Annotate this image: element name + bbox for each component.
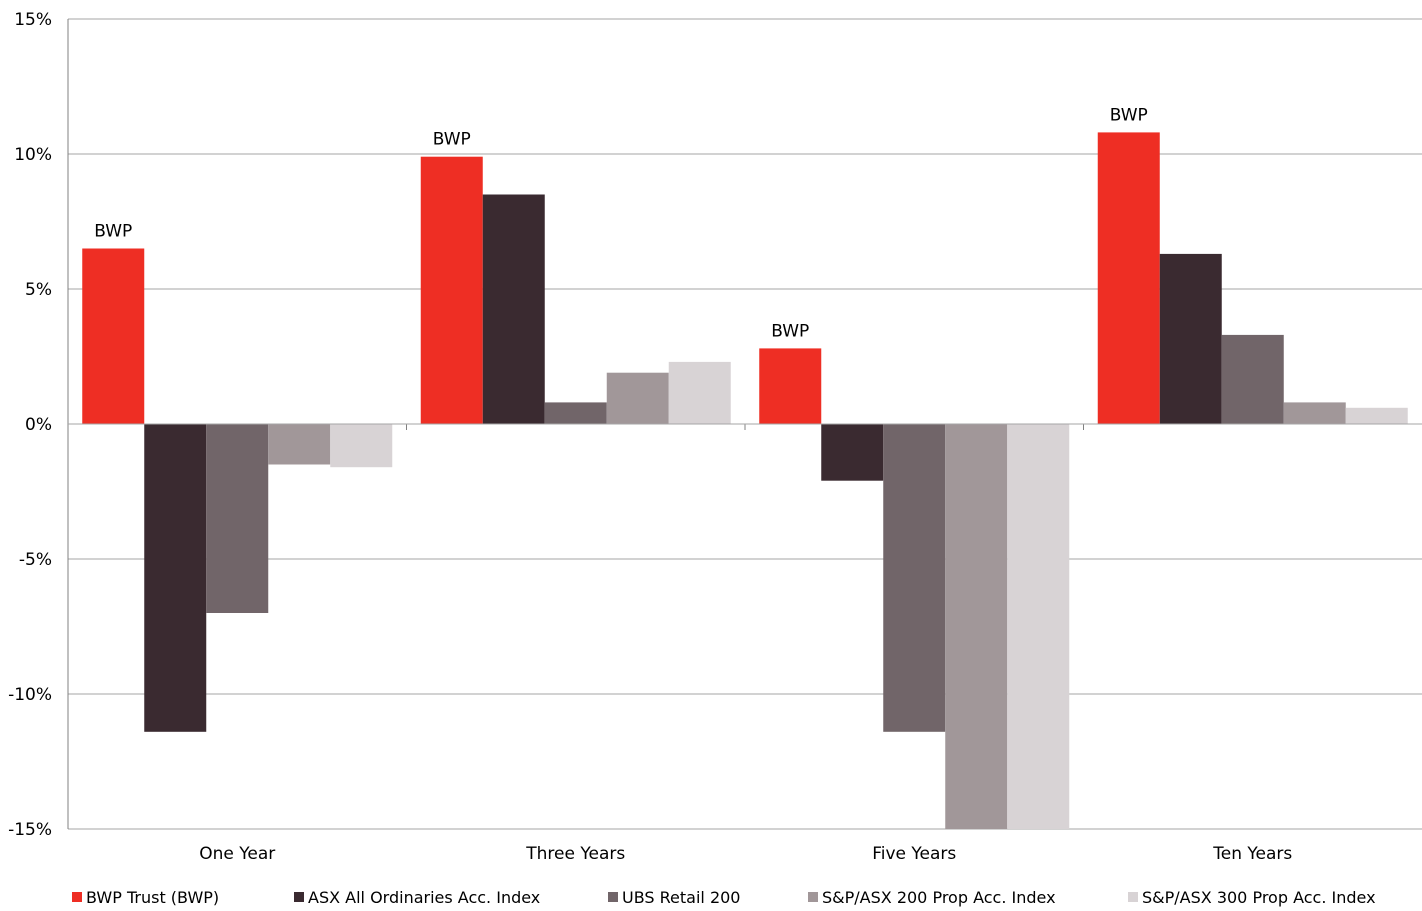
bar <box>330 424 393 468</box>
legend-label: UBS Retail 200 <box>622 887 741 907</box>
data-label: BWP <box>771 321 809 341</box>
y-tick-label: 15% <box>14 10 52 30</box>
legend-item: BWP Trust (BWP) <box>72 884 219 910</box>
bar <box>668 361 731 424</box>
bar <box>420 156 483 424</box>
x-tick-label: Five Years <box>872 844 956 864</box>
bar <box>945 424 1008 829</box>
y-tick-label: 0% <box>25 415 52 435</box>
bar <box>1283 402 1346 424</box>
legend-swatch <box>808 892 818 902</box>
bar <box>759 348 822 424</box>
data-label: BWP <box>94 222 132 242</box>
bar <box>268 424 331 465</box>
bar <box>1159 253 1222 424</box>
bar <box>606 372 669 424</box>
legend-item: UBS Retail 200 <box>608 884 740 910</box>
legend-swatch <box>294 892 304 902</box>
y-tick-label: -5% <box>19 550 52 570</box>
bar <box>206 424 269 613</box>
legend-label: S&P/ASX 300 Prop Acc. Index <box>1142 887 1376 907</box>
bar <box>544 402 607 424</box>
legend-swatch <box>608 892 618 902</box>
legend-item: ASX All Ordinaries Acc. Index <box>294 884 540 910</box>
x-tick-label: Ten Years <box>1212 844 1292 864</box>
legend-label: S&P/ASX 200 Prop Acc. Index <box>822 887 1056 907</box>
data-label: BWP <box>1110 105 1148 125</box>
bar <box>883 424 946 732</box>
bar <box>1097 132 1160 424</box>
bar <box>82 248 145 424</box>
bar <box>1221 334 1284 424</box>
y-tick-label: 5% <box>25 280 52 300</box>
bar <box>1007 424 1070 829</box>
legend-item: S&P/ASX 200 Prop Acc. Index <box>808 884 1056 910</box>
bar <box>821 424 884 481</box>
legend-label: BWP Trust (BWP) <box>86 887 220 907</box>
bar <box>482 194 545 424</box>
y-tick-label: -15% <box>8 820 52 840</box>
legend: BWP Trust (BWP) ASX All Ordinaries Acc. I… <box>0 884 1422 910</box>
legend-label: ASX All Ordinaries Acc. Index <box>308 887 541 907</box>
legend-swatch <box>1128 892 1138 902</box>
legend-item: S&P/ASX 300 Prop Acc. Index <box>1128 884 1376 910</box>
x-tick-label: Three Years <box>525 844 625 864</box>
data-label: BWP <box>433 130 471 150</box>
bar <box>144 424 207 732</box>
y-tick-label: 10% <box>14 145 52 165</box>
y-tick-label: -10% <box>8 685 52 705</box>
legend-swatch <box>72 892 82 902</box>
bar-chart: 15% 10% 5% 0% -5% -10% -15% BWP One Year BWP Three… <box>8 10 1422 864</box>
x-tick-label: One Year <box>199 844 275 864</box>
bar <box>1345 407 1408 424</box>
